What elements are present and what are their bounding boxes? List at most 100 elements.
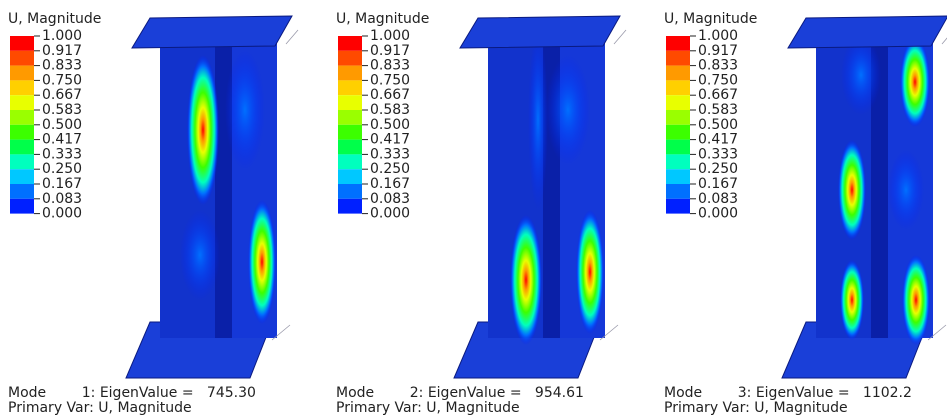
contour bbox=[187, 55, 219, 205]
legend-label: 0.917 bbox=[42, 43, 82, 59]
legend-band bbox=[10, 184, 34, 199]
contour bbox=[528, 30, 548, 210]
legend-band bbox=[338, 66, 362, 81]
panel: U, Magnitude1.0000.9170.8330.7500.6670.5… bbox=[8, 11, 298, 415]
legend-label: 0.417 bbox=[42, 132, 82, 148]
top-plate bbox=[460, 16, 620, 48]
axis bbox=[614, 30, 626, 44]
contour bbox=[840, 260, 864, 340]
legend-band bbox=[10, 154, 34, 169]
legend-label: 0.083 bbox=[698, 191, 738, 207]
legend-band bbox=[666, 169, 690, 184]
mode-line: Mode 1: EigenValue = 745.30 bbox=[8, 385, 256, 401]
legend-label: 0.833 bbox=[42, 58, 82, 74]
legend-band bbox=[666, 66, 690, 81]
contour bbox=[225, 50, 265, 170]
legend-label: 1.000 bbox=[370, 28, 410, 44]
legend-label: 0.333 bbox=[42, 146, 82, 162]
panel: U, Magnitude1.0000.9170.8330.7500.6670.5… bbox=[664, 11, 947, 415]
legend-band bbox=[666, 199, 690, 214]
contour bbox=[546, 55, 590, 165]
panel: U, Magnitude1.0000.9170.8330.7500.6670.5… bbox=[336, 11, 626, 415]
legend-label: 0.917 bbox=[698, 43, 738, 59]
legend-label: 0.750 bbox=[698, 72, 738, 88]
legend-band bbox=[338, 95, 362, 110]
legend-label: 0.333 bbox=[370, 146, 410, 162]
legend-band bbox=[338, 51, 362, 66]
legend-band bbox=[666, 36, 690, 51]
mode-line: Mode 2: EigenValue = 954.61 bbox=[336, 385, 584, 401]
legend-band bbox=[10, 140, 34, 155]
legend-label: 0.000 bbox=[370, 206, 410, 222]
legend-label: 0.833 bbox=[698, 58, 738, 74]
legend-label: 0.917 bbox=[370, 43, 410, 59]
legend-label: 0.417 bbox=[698, 132, 738, 148]
legend-label: 0.500 bbox=[370, 117, 410, 133]
contour bbox=[838, 140, 866, 240]
legend-label: 0.000 bbox=[42, 206, 82, 222]
legend-band bbox=[10, 36, 34, 51]
legend-band bbox=[10, 80, 34, 95]
legend-band bbox=[666, 110, 690, 125]
legend-label: 0.333 bbox=[698, 146, 738, 162]
legend-label: 0.167 bbox=[42, 176, 82, 192]
legend-label: 0.250 bbox=[42, 161, 82, 177]
legend-label: 0.833 bbox=[370, 58, 410, 74]
legend-label: 0.750 bbox=[370, 72, 410, 88]
legend-band bbox=[338, 110, 362, 125]
legend-label: 0.083 bbox=[370, 191, 410, 207]
top-plate bbox=[788, 16, 947, 48]
legend-band bbox=[666, 80, 690, 95]
legend-band bbox=[10, 169, 34, 184]
legend-label: 0.417 bbox=[370, 132, 410, 148]
legend-band bbox=[10, 110, 34, 125]
legend-band bbox=[338, 154, 362, 169]
contour bbox=[900, 37, 930, 127]
legend-band bbox=[338, 125, 362, 140]
top-plate bbox=[132, 16, 292, 48]
mode-line: Mode 3: EigenValue = 1102.2 bbox=[664, 385, 912, 401]
legend-band bbox=[10, 125, 34, 140]
legend-band bbox=[10, 51, 34, 66]
legend-band bbox=[666, 95, 690, 110]
legend-label: 0.167 bbox=[370, 176, 410, 192]
legend-band bbox=[338, 80, 362, 95]
legend-label: 0.667 bbox=[370, 87, 410, 103]
legend-label: 0.250 bbox=[370, 161, 410, 177]
var-line: Primary Var: U, Magnitude bbox=[8, 400, 192, 415]
legend-band bbox=[10, 199, 34, 214]
legend-title: U, Magnitude bbox=[664, 11, 757, 27]
legend-band bbox=[338, 184, 362, 199]
contour bbox=[180, 210, 220, 300]
legend-band bbox=[338, 199, 362, 214]
legend-label: 0.083 bbox=[42, 191, 82, 207]
legend-band bbox=[666, 51, 690, 66]
legend-label: 0.667 bbox=[42, 87, 82, 103]
legend-label: 0.000 bbox=[698, 206, 738, 222]
contour bbox=[576, 210, 604, 334]
legend-band bbox=[666, 140, 690, 155]
legend-label: 0.500 bbox=[42, 117, 82, 133]
contour bbox=[888, 150, 924, 230]
var-line: Primary Var: U, Magnitude bbox=[336, 400, 520, 415]
legend-band bbox=[338, 169, 362, 184]
legend-label: 1.000 bbox=[42, 28, 82, 44]
legend-label: 0.250 bbox=[698, 161, 738, 177]
legend-band bbox=[666, 184, 690, 199]
legend-label: 0.583 bbox=[698, 102, 738, 118]
contour bbox=[510, 215, 542, 345]
legend-title: U, Magnitude bbox=[8, 11, 101, 27]
legend-band bbox=[338, 36, 362, 51]
legend-band bbox=[338, 140, 362, 155]
legend-label: 1.000 bbox=[698, 28, 738, 44]
contour bbox=[902, 255, 930, 345]
legend-band bbox=[10, 66, 34, 81]
screenshot: U, Magnitude1.0000.9170.8330.7500.6670.5… bbox=[0, 0, 947, 415]
legend-band bbox=[10, 95, 34, 110]
legend-label: 0.750 bbox=[42, 72, 82, 88]
legend-label: 0.500 bbox=[698, 117, 738, 133]
legend-band bbox=[666, 125, 690, 140]
legend-label: 0.167 bbox=[698, 176, 738, 192]
legend-label: 0.583 bbox=[42, 102, 82, 118]
axis bbox=[942, 30, 947, 44]
